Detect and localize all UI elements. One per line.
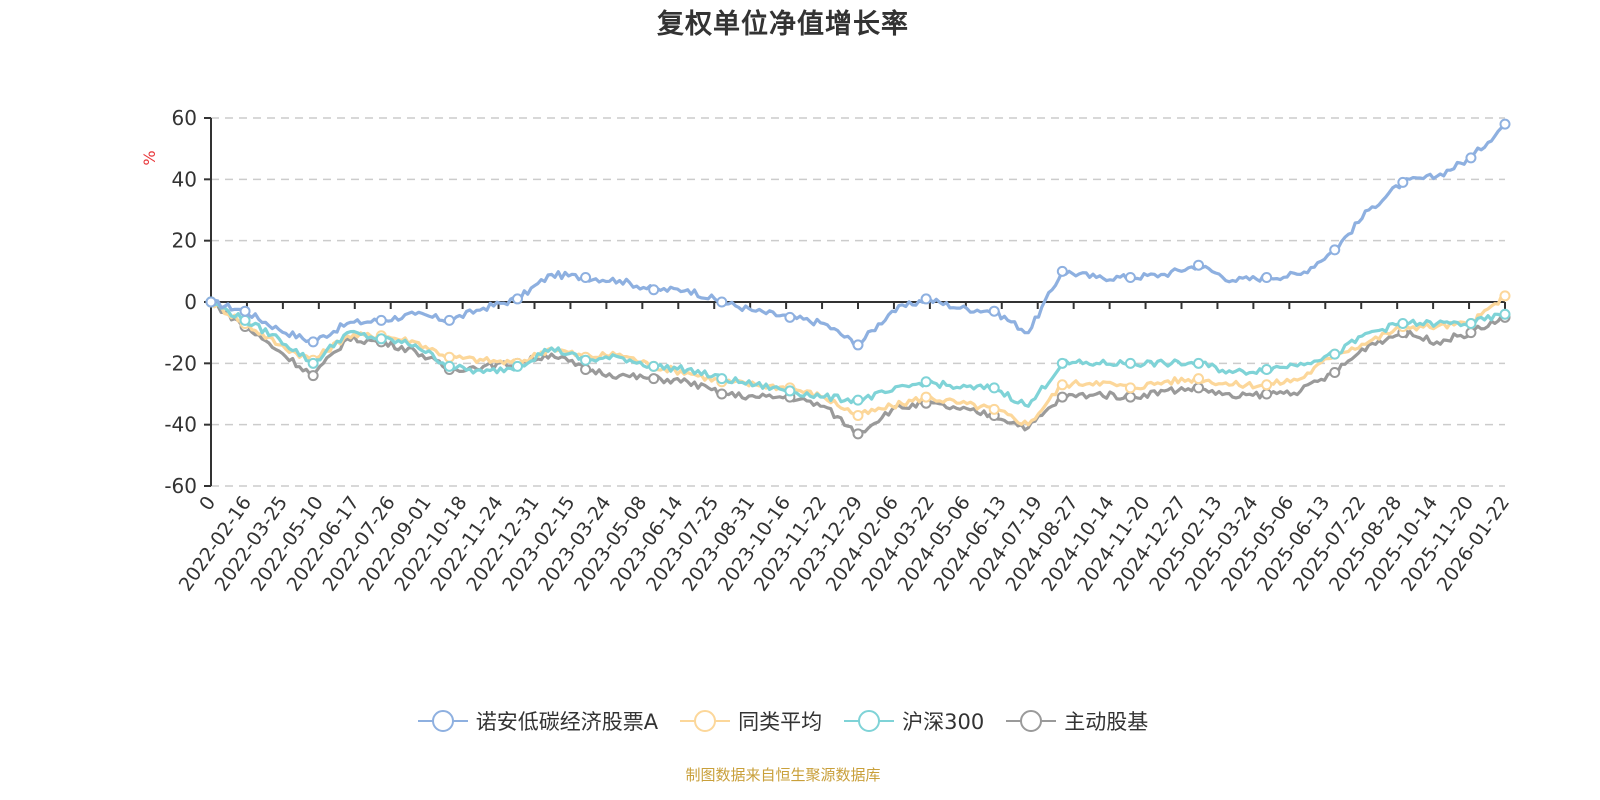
y-axis: 60 40 20 0 -20 -40 -60 <box>164 106 212 498</box>
x-axis: 02022-02-162022-03-252022-05-102022-06-1… <box>175 301 1514 595</box>
legend: 诺安低碳经济股票A 同类平均 沪深300 主动股基 <box>0 706 1566 736</box>
legend-item-peer-average[interactable]: 同类平均 <box>680 706 822 736</box>
data-source-note: 制图数据来自恒生聚源数据库 <box>685 766 881 784</box>
svg-text:0: 0 <box>184 290 197 314</box>
series-lines <box>205 118 1511 440</box>
legend-label: 沪深300 <box>902 710 985 734</box>
svg-text:-40: -40 <box>164 413 197 437</box>
legend-line-circle-icon <box>1006 710 1057 732</box>
svg-text:0: 0 <box>195 492 220 515</box>
series-line-fund <box>210 122 1507 348</box>
legend-label: 同类平均 <box>738 710 823 734</box>
svg-text:20: 20 <box>172 229 197 253</box>
legend-label: 主动股基 <box>1064 710 1149 734</box>
series-line-index <box>209 300 1506 408</box>
y-axis-unit-label: % <box>140 150 159 165</box>
legend-line-circle-icon <box>417 710 468 732</box>
svg-text:-20: -20 <box>164 351 197 375</box>
legend-item-fund[interactable]: 诺安低碳经济股票A <box>417 706 659 736</box>
chart-title: 复权单位净值增长率 <box>657 9 909 40</box>
legend-label: 诺安低碳经济股票A <box>475 710 659 734</box>
svg-text:-60: -60 <box>164 474 197 498</box>
svg-text:40: 40 <box>172 167 197 191</box>
legend-item-csi300[interactable]: 沪深300 <box>844 706 984 736</box>
legend-item-active-equity[interactable]: 主动股基 <box>1006 706 1148 736</box>
svg-text:60: 60 <box>172 106 197 130</box>
legend-line-circle-icon <box>680 710 731 732</box>
legend-line-circle-icon <box>844 710 895 732</box>
gridlines <box>211 117 1505 487</box>
